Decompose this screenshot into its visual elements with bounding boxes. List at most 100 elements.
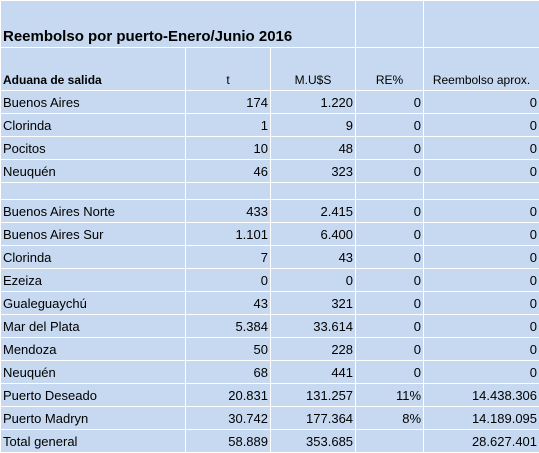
cell: 131.257 [271,384,356,407]
cell: 14.189.095 [424,407,539,430]
cell: 0 [356,223,424,246]
row-label: Mar del Plata [1,315,186,338]
cell [1,183,186,200]
cell: 5.384 [186,315,271,338]
cell: 0 [356,200,424,223]
row-label: Buenos Aires Norte [1,200,186,223]
header-cell: Reembolso aprox. [424,48,539,91]
cell: 0 [424,223,539,246]
cell: 323 [271,160,356,183]
cell: 321 [271,292,356,315]
row-label: Clorinda [1,246,186,269]
spacer-row [1,183,539,200]
row-label: Neuquén [1,160,186,183]
cell: 433 [186,200,271,223]
cell: 28.627.401 [424,430,539,453]
cell: 0 [424,338,539,361]
cell: 9 [271,114,356,137]
row-label: Puerto Madryn [1,407,186,430]
cell: 20.831 [186,384,271,407]
cell: 0 [424,246,539,269]
cell: 10 [186,137,271,160]
cell: 174 [186,91,271,114]
cell: 0 [356,361,424,384]
cell: 0 [356,338,424,361]
cell [356,1,424,48]
cell: 11% [356,384,424,407]
cell: 0 [424,292,539,315]
row-label: Ezeiza [1,269,186,292]
row-label: Buenos Aires Sur [1,223,186,246]
cell: 0 [424,137,539,160]
cell: 353.685 [271,430,356,453]
cell: 0 [424,160,539,183]
cell: 0 [424,315,539,338]
cell: 8% [356,407,424,430]
cell: 58.889 [186,430,271,453]
row-label: Puerto Deseado [1,384,186,407]
cell: 0 [424,361,539,384]
cell: 33.614 [271,315,356,338]
cell: 441 [271,361,356,384]
cell: 0 [356,91,424,114]
cell: 43 [271,246,356,269]
cell: 48 [271,137,356,160]
row-label: Buenos Aires [1,91,186,114]
cell: 6.400 [271,223,356,246]
cell: 0 [424,200,539,223]
cell: 0 [424,91,539,114]
cell: 0 [424,269,539,292]
row-label: Clorinda [1,114,186,137]
cell: 1.101 [186,223,271,246]
cell: 1 [186,114,271,137]
cell: 0 [356,160,424,183]
title-row: Reembolso por puerto-Enero/Junio 2016 [1,1,539,48]
cell: 1.220 [271,91,356,114]
cell: 0 [424,114,539,137]
row-label: Total general [1,430,186,453]
cell: 50 [186,338,271,361]
cell [424,183,539,200]
cell: 0 [356,246,424,269]
cell: 177.364 [271,407,356,430]
cell: 0 [356,137,424,160]
row-label: Gualeguaychú [1,292,186,315]
cell: 0 [356,114,424,137]
cell [424,1,539,48]
cell: 0 [356,269,424,292]
cell: 14.438.306 [424,384,539,407]
cell: 0 [356,292,424,315]
row-label: Mendoza [1,338,186,361]
cell: 43 [186,292,271,315]
header-cell: M.U$S [271,48,356,91]
cell [356,430,424,453]
cell: 2.415 [271,200,356,223]
cell [186,183,271,200]
cell [356,183,424,200]
cell: 0 [271,269,356,292]
cell: 30.742 [186,407,271,430]
row-label: Neuquén [1,361,186,384]
cell: 0 [356,315,424,338]
cell: 7 [186,246,271,269]
row-label: Pocitos [1,137,186,160]
header-cell: RE% [356,48,424,91]
cell: 0 [186,269,271,292]
header-cell: t [186,48,271,91]
